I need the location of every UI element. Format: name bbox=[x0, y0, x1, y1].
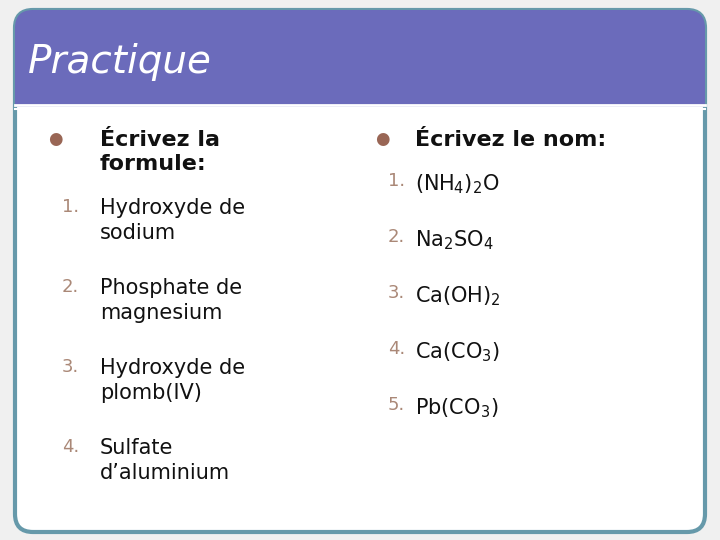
Text: Sulfate
d’aluminium: Sulfate d’aluminium bbox=[100, 438, 230, 483]
Text: 1.: 1. bbox=[388, 172, 405, 190]
Text: 1.: 1. bbox=[62, 198, 79, 216]
Text: Practique: Practique bbox=[28, 43, 212, 81]
Text: 3.: 3. bbox=[388, 284, 405, 302]
Text: ●: ● bbox=[48, 130, 63, 148]
Text: 3.: 3. bbox=[62, 358, 79, 376]
Text: 2.: 2. bbox=[62, 278, 79, 296]
Text: Phosphate de
magnesium: Phosphate de magnesium bbox=[100, 278, 242, 323]
Text: 5.: 5. bbox=[388, 396, 405, 414]
Text: Hydroxyde de
sodium: Hydroxyde de sodium bbox=[100, 198, 245, 243]
Text: Écrivez la
formule:: Écrivez la formule: bbox=[100, 130, 220, 174]
Text: Pb(CO$_3$): Pb(CO$_3$) bbox=[415, 396, 498, 420]
FancyBboxPatch shape bbox=[15, 10, 705, 532]
Text: 2.: 2. bbox=[388, 228, 405, 246]
Text: ●: ● bbox=[375, 130, 390, 148]
Text: 4.: 4. bbox=[62, 438, 79, 456]
Text: (NH$_4$)$_2$O: (NH$_4$)$_2$O bbox=[415, 172, 499, 195]
Text: Hydroxyde de
plomb(IV): Hydroxyde de plomb(IV) bbox=[100, 358, 245, 403]
FancyBboxPatch shape bbox=[15, 10, 705, 105]
Text: Ca(OH)$_2$: Ca(OH)$_2$ bbox=[415, 284, 501, 308]
Text: 4.: 4. bbox=[388, 340, 405, 358]
Text: Écrivez le nom:: Écrivez le nom: bbox=[415, 130, 606, 150]
Text: Ca(CO$_3$): Ca(CO$_3$) bbox=[415, 340, 500, 363]
Text: Na$_2$SO$_4$: Na$_2$SO$_4$ bbox=[415, 228, 494, 252]
Bar bbox=[15, 85, 705, 107]
